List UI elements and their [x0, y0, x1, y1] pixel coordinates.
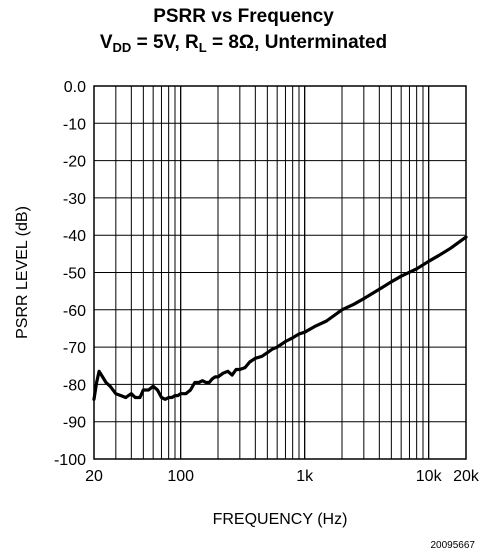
- x-tick-label: 20: [85, 468, 103, 485]
- chart-title: PSRR vs Frequency: [153, 6, 334, 27]
- y-tick-label: -70: [63, 340, 86, 357]
- y-tick-label: -80: [63, 377, 86, 394]
- y-tick-label: -10: [63, 116, 86, 133]
- y-tick-label: -20: [63, 154, 86, 171]
- y-tick-labels: 0.0 -10 -20 -30 -40 -50 -60 -70 -80 -90 -100: [54, 79, 86, 469]
- x-tick-label: 10k: [416, 468, 443, 485]
- x-axis-label: FREQUENCY (Hz): [213, 511, 348, 528]
- rl-subscript: L: [198, 40, 207, 55]
- plot-frame: [93, 85, 467, 460]
- x-tick-labels: 20 100 1k 10k 20k: [85, 468, 480, 485]
- x-tick-label: 1k: [296, 468, 314, 485]
- x-tick-label: 100: [167, 468, 194, 485]
- psrr-curve: [92, 235, 468, 401]
- figure-code: 20095667: [430, 540, 476, 551]
- rl-value: = 8Ω, Unterminated: [206, 32, 388, 53]
- y-tick-label: -90: [63, 415, 86, 432]
- chart-subtitle: VDD = 5V, RL = 8Ω, Unterminated: [0, 32, 487, 59]
- y-tick-label: -30: [63, 191, 86, 208]
- y-tick-label: 0.0: [64, 79, 86, 96]
- vdd-subscript: DD: [112, 40, 132, 55]
- x-tick-label: 20k: [453, 468, 480, 485]
- y-tick-label: -50: [63, 266, 86, 283]
- data-series: [92, 235, 468, 401]
- y-tick-label: -100: [54, 452, 86, 469]
- y-tick-label: -60: [63, 303, 86, 320]
- y-axis-label: PSRR LEVEL (dB): [14, 206, 31, 339]
- vdd-value: = 5V, R: [131, 32, 199, 53]
- y-tick-label: -40: [63, 228, 86, 245]
- vdd-label: V: [99, 32, 113, 53]
